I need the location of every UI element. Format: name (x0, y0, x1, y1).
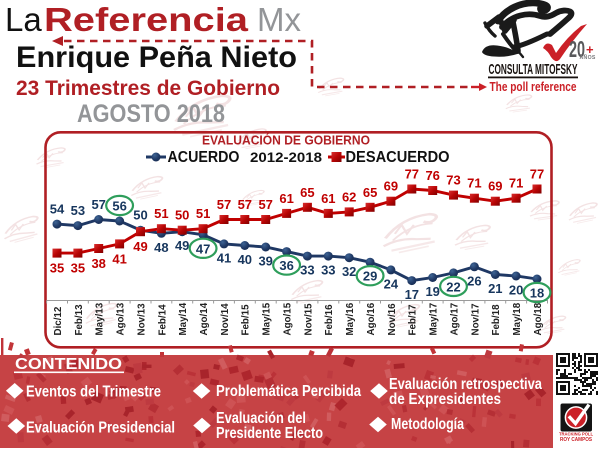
svg-text:73: 73 (446, 173, 460, 188)
svg-text:56: 56 (112, 199, 126, 214)
svg-text:Evaluación Presidencial: Evaluación Presidencial (26, 420, 175, 437)
svg-text:53: 53 (71, 203, 85, 218)
svg-text:La: La (5, 1, 42, 38)
svg-text:77: 77 (530, 167, 544, 182)
svg-text:50: 50 (133, 208, 147, 223)
svg-text:57: 57 (258, 197, 272, 212)
svg-text:49: 49 (133, 239, 147, 254)
svg-text:Ago/14: Ago/14 (199, 302, 210, 335)
svg-text:36: 36 (279, 258, 293, 273)
svg-text:62: 62 (342, 189, 356, 204)
svg-text:41: 41 (217, 250, 231, 265)
svg-text:48: 48 (154, 240, 168, 255)
svg-text:40: 40 (238, 252, 252, 267)
svg-text:Evaluación retrospectiva: Evaluación retrospectiva (389, 376, 542, 393)
svg-text:33: 33 (300, 263, 314, 278)
svg-text:35: 35 (71, 261, 85, 276)
svg-text:May/17: May/17 (429, 302, 440, 335)
svg-text:May/14: May/14 (178, 302, 189, 335)
svg-text:May/13: May/13 (95, 302, 106, 335)
svg-text:Nov/15: Nov/15 (303, 303, 314, 336)
svg-text:17: 17 (405, 287, 419, 302)
svg-text:ACUERDO: ACUERDO (168, 149, 240, 166)
svg-text:39: 39 (258, 254, 272, 269)
svg-text:May/16: May/16 (345, 302, 356, 335)
svg-text:Nov/14: Nov/14 (220, 303, 231, 336)
svg-text:May/15: May/15 (262, 302, 273, 335)
svg-text:ROY CAMPOS: ROY CAMPOS (560, 437, 592, 443)
svg-text:33: 33 (321, 263, 335, 278)
svg-text:57: 57 (217, 197, 231, 212)
svg-text:71: 71 (467, 176, 481, 191)
svg-text:20: 20 (569, 36, 585, 62)
svg-text:26: 26 (467, 273, 481, 288)
svg-text:Nov/17: Nov/17 (470, 303, 481, 336)
svg-text:CONTENIDO: CONTENIDO (15, 356, 122, 373)
svg-text:The poll reference: The poll reference (490, 79, 577, 94)
svg-text:TRACKING POLL: TRACKING POLL (559, 432, 593, 438)
svg-text:Feb/15: Feb/15 (241, 304, 252, 336)
svg-text:AÑOS: AÑOS (580, 54, 596, 61)
svg-text:Ago/16: Ago/16 (366, 302, 377, 335)
svg-text:Problemática Percibida: Problemática Percibida (216, 383, 361, 400)
svg-text:57: 57 (238, 197, 252, 212)
svg-text:Ago/13: Ago/13 (116, 302, 127, 335)
svg-text:Mx: Mx (257, 1, 301, 38)
svg-text:Presidente Electo: Presidente Electo (216, 425, 323, 442)
svg-text:51: 51 (154, 206, 168, 221)
svg-text:19: 19 (425, 284, 439, 299)
svg-text:Feb/18: Feb/18 (491, 304, 502, 336)
svg-text:Nov/16: Nov/16 (387, 303, 398, 336)
svg-text:May/18: May/18 (512, 302, 523, 335)
svg-text:41: 41 (112, 251, 126, 266)
svg-text:35: 35 (50, 261, 64, 276)
svg-text:Dic/12: Dic/12 (53, 306, 64, 335)
svg-text:21: 21 (488, 281, 502, 296)
svg-text:61: 61 (321, 191, 335, 206)
svg-text:54: 54 (50, 202, 65, 217)
svg-text:Evaluación del: Evaluación del (216, 410, 306, 427)
svg-text:23 Trimestres de Gobierno: 23 Trimestres de Gobierno (16, 77, 280, 100)
svg-text:CONSULTA MITOFSKY: CONSULTA MITOFSKY (489, 61, 578, 78)
svg-text:49: 49 (175, 238, 189, 253)
svg-text:24: 24 (384, 276, 399, 291)
svg-text:AGOSTO 2018: AGOSTO 2018 (77, 100, 225, 128)
svg-text:+: + (586, 42, 594, 57)
svg-text:50: 50 (175, 208, 189, 223)
svg-text:EVALUACIÓN DE GOBIERNO: EVALUACIÓN DE GOBIERNO (202, 133, 370, 148)
svg-text:Referencia: Referencia (44, 1, 249, 38)
svg-text:Ago/18: Ago/18 (533, 302, 544, 335)
svg-text:51: 51 (196, 206, 210, 221)
svg-text:Feb/13: Feb/13 (74, 304, 85, 336)
svg-text:69: 69 (488, 179, 502, 194)
svg-text:69: 69 (384, 179, 398, 194)
svg-text:29: 29 (363, 269, 377, 284)
svg-text:2012-2018: 2012-2018 (250, 149, 322, 165)
svg-text:38: 38 (91, 256, 105, 271)
svg-text:65: 65 (300, 185, 314, 200)
svg-text:22: 22 (446, 279, 460, 294)
svg-text:Feb/17: Feb/17 (408, 304, 419, 336)
svg-text:DESACUERDO: DESACUERDO (346, 149, 450, 166)
svg-text:Ago/17: Ago/17 (449, 302, 460, 335)
svg-text:Nov/13: Nov/13 (136, 303, 147, 336)
svg-text:47: 47 (196, 241, 210, 256)
svg-text:65: 65 (363, 185, 377, 200)
svg-text:76: 76 (425, 168, 439, 183)
svg-text:57: 57 (91, 197, 105, 212)
svg-text:Enrique Peña Nieto: Enrique Peña Nieto (16, 41, 297, 74)
svg-text:18: 18 (530, 286, 544, 301)
svg-text:Eventos del Trimestre: Eventos del Trimestre (26, 384, 161, 401)
svg-text:Feb/14: Feb/14 (157, 304, 168, 336)
svg-text:de Expresidentes: de Expresidentes (389, 391, 501, 408)
svg-text:Ago/15: Ago/15 (283, 302, 294, 335)
svg-text:Feb/16: Feb/16 (324, 304, 335, 336)
svg-text:32: 32 (342, 264, 356, 279)
svg-text:71: 71 (509, 176, 523, 191)
svg-text:61: 61 (279, 191, 293, 206)
svg-text:Metodología: Metodología (391, 416, 464, 433)
svg-text:77: 77 (405, 167, 419, 182)
svg-text:20: 20 (509, 283, 523, 298)
